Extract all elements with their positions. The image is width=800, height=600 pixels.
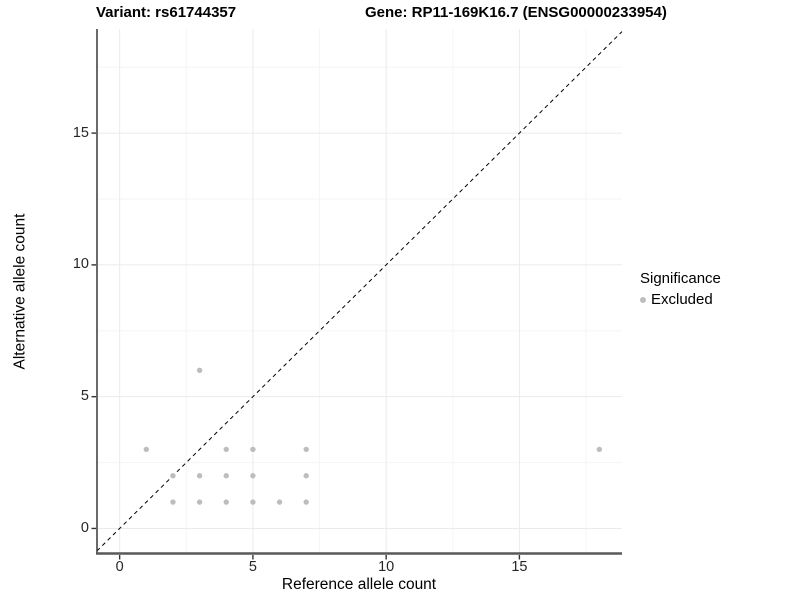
legend-title: Significance [640, 270, 721, 287]
y-tick-label: 10 [72, 256, 89, 273]
data-point [223, 499, 229, 505]
identity-dashed-line [96, 31, 623, 552]
data-point [223, 446, 229, 453]
data-point [303, 473, 309, 479]
legend-point-icon [640, 296, 646, 303]
plot-title-variant: Variant: rs61744357 [96, 4, 237, 21]
data-point [303, 446, 309, 453]
data-point [303, 499, 309, 505]
data-point [596, 446, 603, 453]
x-tick-label: 0 [115, 559, 124, 575]
data-point [276, 499, 283, 505]
data-point [196, 473, 203, 479]
y-tick-label: 5 [80, 388, 89, 405]
data-point [250, 446, 256, 453]
legend: Significance Excluded [640, 270, 721, 308]
legend-item-excluded: Excluded [640, 291, 721, 308]
x-axis-label: Reference allele count [281, 576, 437, 593]
x-tick-label: 5 [248, 559, 257, 575]
x-tick-label: 10 [378, 559, 395, 575]
data-point [196, 367, 203, 374]
x-tick-label: 15 [511, 559, 528, 575]
legend-item-label: Excluded [651, 291, 713, 308]
data-point [250, 473, 256, 479]
y-axis-label: Alternative allele count [11, 213, 29, 370]
y-tick-label: 15 [72, 124, 89, 141]
data-point [170, 473, 176, 479]
data-point [170, 499, 176, 505]
plot-title-gene: Gene: RP11-169K16.7 (ENSG00000233954) [365, 4, 667, 21]
data-point [196, 499, 203, 505]
y-tick-label: 0 [80, 519, 89, 536]
data-point [223, 473, 229, 479]
data-point [250, 499, 256, 505]
data-point [143, 446, 150, 453]
